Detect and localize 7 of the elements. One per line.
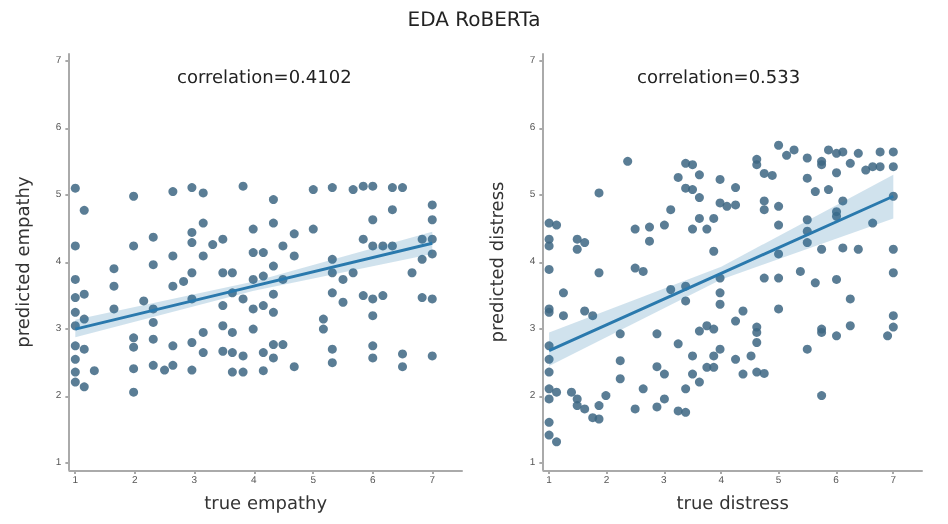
annotation: correlation=0.4102: [177, 69, 352, 89]
y-axis-title: predicted distress: [489, 180, 509, 343]
x-axis-title: true empathy: [204, 494, 329, 515]
x-axis-title: true distress: [676, 494, 790, 515]
annotation: correlation=0.533: [637, 69, 801, 89]
chart-title: EDA RoBERTa: [405, 10, 543, 32]
y-axis-title: predicted empathy: [15, 175, 35, 348]
